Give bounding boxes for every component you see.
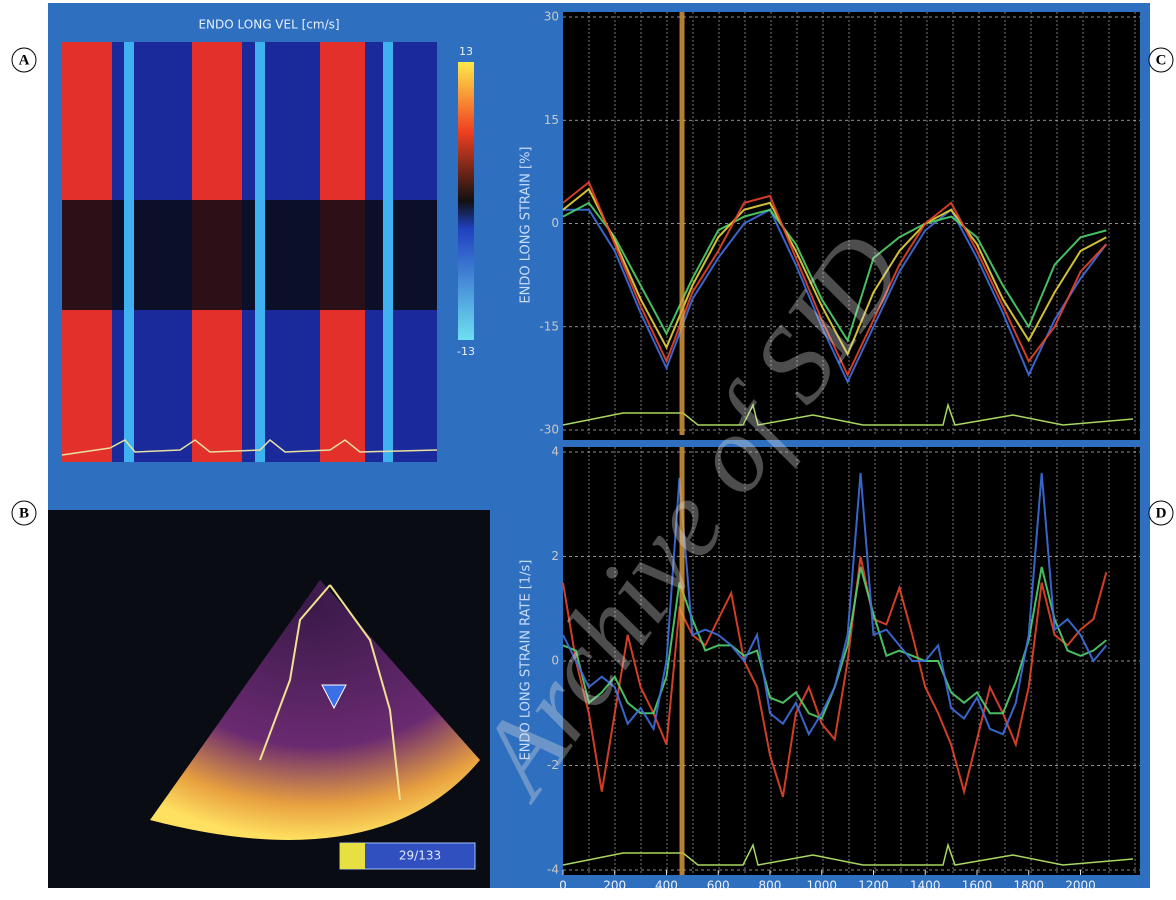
- panel-label: D: [1156, 505, 1167, 521]
- panel-label: B: [19, 505, 29, 521]
- x-tick-label: 1800: [1013, 879, 1044, 893]
- x-tick-label: 1400: [910, 879, 941, 893]
- y-tick-label: -2: [547, 758, 559, 772]
- y-tick-label: -15: [539, 319, 559, 333]
- x-tick-label: 400: [655, 879, 678, 893]
- y-tick-label: 4: [551, 445, 559, 459]
- y-axis-title: ENDO LONG STRAIN [%]: [519, 146, 534, 303]
- series-line: [562, 180, 1108, 378]
- ecg-trace: [562, 842, 1134, 866]
- echo-marker: [321, 684, 347, 710]
- panel-labels: A B C D: [11, 47, 1174, 526]
- frame-counter: 29/133: [399, 849, 441, 863]
- y-tick-label: -30: [539, 423, 559, 437]
- x-tick-label: 1600: [962, 879, 993, 893]
- y-tick-label: 30: [544, 10, 559, 24]
- y-tick-label: 0: [551, 216, 559, 230]
- y-tick-label: -4: [547, 863, 559, 877]
- heatmap-title: ENDO LONG VEL [cm/s]: [198, 18, 339, 32]
- series-line: [562, 187, 1107, 357]
- x-tick-label: 600: [707, 879, 730, 893]
- panel-label: A: [19, 52, 30, 68]
- x-tick-label: 1200: [858, 879, 889, 893]
- echo-trace: [259, 584, 331, 761]
- x-tick-label: 2000: [1065, 879, 1096, 893]
- x-tick-label: 1000: [806, 879, 837, 893]
- heatmap: [61, 42, 438, 462]
- panel-label: C: [1156, 52, 1167, 68]
- x-tick-label: 0: [559, 879, 567, 893]
- series-line: [562, 201, 1107, 343]
- colorbar-min: -13: [457, 345, 475, 358]
- x-tick-label: 200: [603, 879, 626, 893]
- x-tick-label: 800: [759, 879, 782, 893]
- ecg-trace: [562, 402, 1134, 426]
- colorbar-max: 13: [459, 45, 473, 58]
- echo-trace: [329, 584, 401, 801]
- colorbar: [458, 62, 474, 340]
- y-axis-title: ENDO LONG STRAIN RATE [1/s]: [519, 560, 534, 761]
- series-line: [562, 472, 1108, 737]
- series-line: [563, 208, 1108, 385]
- y-tick-label: 0: [551, 654, 559, 668]
- y-tick-label: 2: [551, 549, 559, 563]
- y-tick-label: 15: [544, 113, 559, 127]
- counter-fill: [340, 843, 365, 869]
